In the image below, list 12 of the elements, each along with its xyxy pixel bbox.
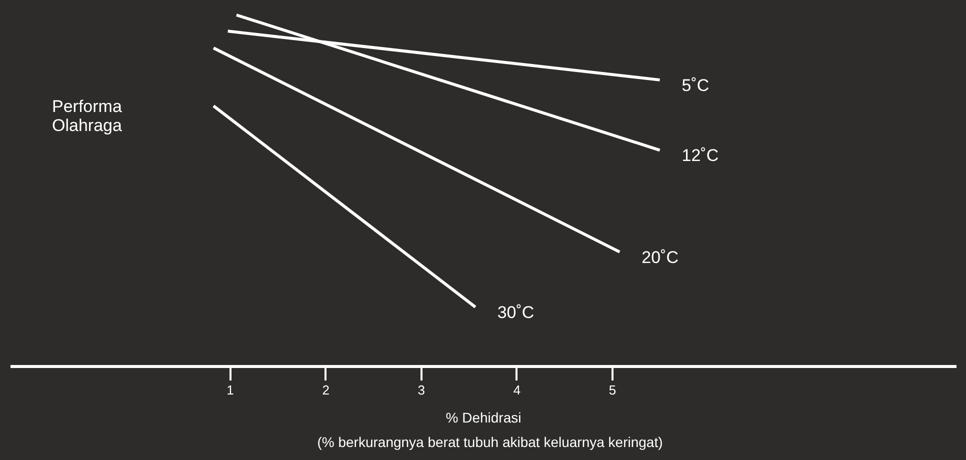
series-label: 5˚C	[682, 76, 710, 95]
y-axis-title: Performa Olahraga	[52, 97, 122, 135]
x-tick-label: 3	[418, 382, 426, 398]
series-label: 30˚C	[497, 303, 534, 322]
series-label: 20˚C	[642, 248, 679, 267]
series-label: 12˚C	[682, 146, 719, 166]
x-tick-label: 1	[226, 382, 234, 398]
x-axis-title: % Dehidrasi	[446, 410, 522, 426]
x-tick-label: 2	[322, 382, 330, 398]
text: (% berkurangnya berat tubuh akibat keluarnya keringat)	[317, 434, 663, 450]
x-tick-label: 5	[608, 382, 616, 398]
x-tick-label: 4	[513, 382, 521, 398]
